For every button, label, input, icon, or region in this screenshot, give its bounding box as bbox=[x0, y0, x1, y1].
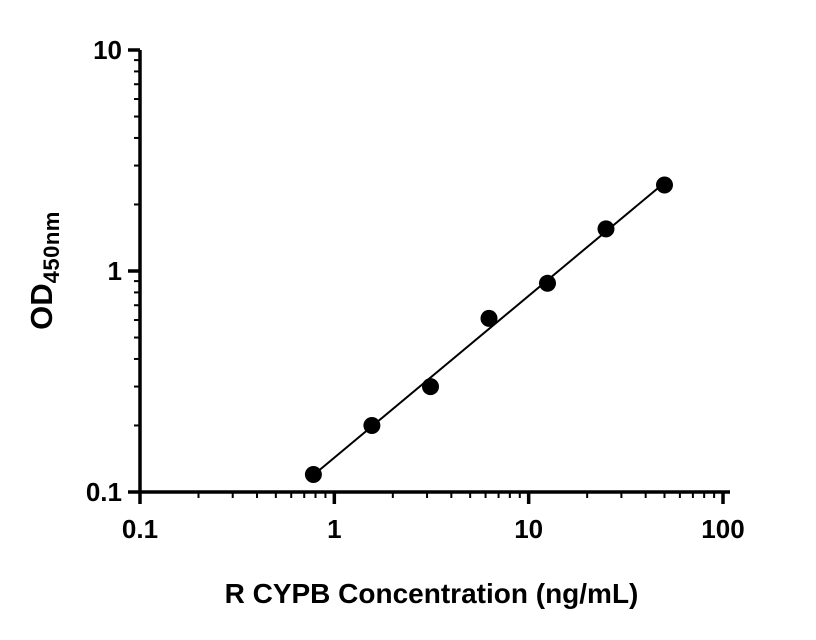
y-tick-label: 10 bbox=[93, 35, 122, 65]
x-tick-label: 100 bbox=[701, 514, 744, 544]
y-axis-title-wrap: OD450nm bbox=[6, 48, 82, 492]
x-tick-label: 0.1 bbox=[122, 514, 158, 544]
data-points bbox=[304, 176, 673, 483]
y-axis-title-subscript: 450nm bbox=[38, 210, 64, 283]
data-point bbox=[422, 378, 439, 396]
data-point bbox=[656, 176, 673, 194]
data-point bbox=[304, 466, 322, 483]
x-axis-title: R CYPB Concentration (ng/mL) bbox=[224, 578, 639, 609]
x-tick-label: 1 bbox=[327, 514, 341, 544]
y-tick-label: 0.1 bbox=[86, 477, 122, 507]
y-axis-title-main: OD bbox=[23, 282, 59, 330]
axes: 0.1 1 10 100 0.1 1 10 bbox=[86, 35, 745, 544]
data-point bbox=[363, 417, 381, 434]
y-tick-label: 1 bbox=[108, 256, 122, 286]
data-point bbox=[539, 274, 556, 292]
x-tick-label: 10 bbox=[514, 514, 543, 544]
data-point bbox=[480, 309, 498, 327]
y-axis-title: OD450nm bbox=[24, 211, 65, 330]
data-point bbox=[597, 220, 615, 238]
